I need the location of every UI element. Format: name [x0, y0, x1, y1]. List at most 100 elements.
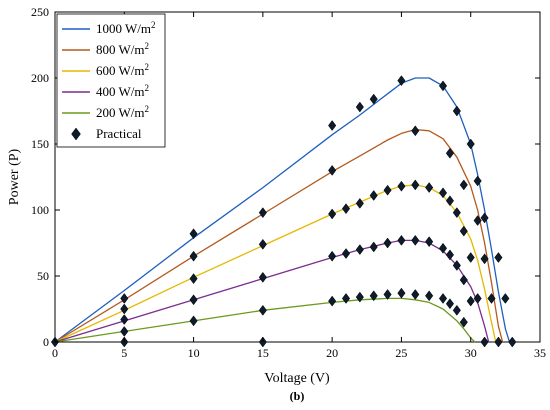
practical-point [411, 234, 420, 246]
x-tick-label: 30 [465, 346, 477, 360]
practical-point [459, 225, 468, 237]
practical-point [341, 203, 351, 215]
practical-point [258, 238, 267, 250]
practical-point [189, 250, 198, 262]
practical-point [397, 234, 406, 246]
practical-point [189, 315, 198, 327]
y-tick-label: 50 [37, 269, 49, 283]
practical-point [494, 252, 503, 263]
practical-point [355, 197, 364, 209]
practical-point [480, 253, 489, 265]
practical-point [383, 289, 392, 300]
legend-label-0: 1000 W/m2 [96, 20, 156, 36]
legend-label-3: 400 W/m2 [96, 83, 149, 99]
x-tick-label: 15 [257, 346, 269, 360]
legend-label-practical: Practical [96, 126, 142, 141]
practical-point [466, 295, 475, 307]
practical-point [452, 260, 461, 271]
legend-label-4: 200 W/m2 [96, 104, 149, 120]
practical-point [466, 252, 475, 263]
practical-point [494, 336, 503, 348]
practical-point [383, 184, 392, 196]
y-tick-label: 150 [31, 137, 49, 151]
practical-point [355, 101, 364, 113]
practical-point [459, 274, 468, 286]
practical-point [445, 147, 454, 159]
practical-point [459, 316, 468, 328]
practical-point [445, 298, 454, 310]
practical-point [425, 290, 434, 302]
practical-point [425, 182, 434, 193]
practical-point [355, 244, 364, 256]
legend-practical-marker [71, 127, 81, 141]
legend-items: 1000 W/m2 800 W/m2 600 W/m2 400 W/m2 200 W/m… [62, 20, 156, 141]
practical-point [459, 179, 468, 191]
practical-point [445, 249, 454, 261]
legend-box [56, 13, 166, 148]
legend: 1000 W/m2 800 W/m2 600 W/m2 400 W/m2 200 W/m… [56, 13, 166, 148]
practical-point [411, 179, 420, 191]
y-tick-label: 250 [31, 5, 49, 19]
practical-point [328, 164, 337, 176]
figure-caption: (b) [290, 389, 305, 403]
practical-point [397, 180, 406, 192]
practical-point [341, 248, 351, 259]
series-line-3 [54, 239, 490, 343]
practical-point [328, 120, 337, 131]
practical-point [445, 195, 454, 207]
practical-point [341, 293, 351, 304]
practical-point [369, 190, 378, 201]
practical-point [328, 250, 337, 262]
axis-ticks: 0 5 10 15 20 25 30 35 0 50 100 150 200 250 [31, 5, 546, 360]
x-tick-label: 20 [326, 346, 338, 360]
practical-point [452, 207, 461, 219]
practical-point [411, 289, 420, 300]
practical-point [480, 212, 489, 224]
practical-point [189, 273, 198, 285]
y-tick-label: 0 [43, 335, 49, 349]
x-axis-label: Voltage (V) [264, 371, 330, 386]
practical-point [397, 75, 406, 87]
practical-point [452, 304, 461, 316]
practical-point [425, 236, 434, 248]
practical-point [397, 287, 406, 299]
practical-point [369, 93, 378, 105]
practical-point [438, 187, 448, 199]
practical-point [120, 326, 129, 337]
x-tick-label: 5 [121, 346, 127, 360]
x-tick-label: 0 [52, 346, 58, 360]
series-line-0 [54, 77, 511, 343]
practical-point [480, 336, 489, 348]
x-tick-label: 10 [188, 346, 200, 360]
practical-point [189, 294, 198, 306]
practical-point [411, 125, 420, 137]
practical-point [355, 291, 364, 303]
practical-point [258, 207, 267, 219]
practical-point [473, 293, 482, 304]
practical-point [189, 228, 198, 240]
series-line-1 [54, 128, 504, 343]
legend-label-1: 800 W/m2 [96, 41, 149, 57]
practical-point [438, 242, 448, 254]
practical-point [120, 293, 129, 304]
practical-point [438, 293, 448, 304]
practical-point [452, 105, 461, 117]
practical-point [438, 80, 448, 92]
practical-point [473, 215, 482, 226]
x-tick-label: 25 [395, 346, 407, 360]
practical-point [466, 138, 475, 150]
practical-point [328, 295, 337, 307]
practical-point [501, 293, 510, 304]
practical-point [258, 271, 267, 283]
practical-markers [50, 75, 517, 348]
practical-point [328, 208, 337, 220]
practical-point [508, 336, 517, 348]
practical-point [473, 175, 482, 187]
practical-point [487, 293, 496, 304]
practical-point [369, 241, 378, 253]
practical-point [120, 314, 129, 325]
practical-point [383, 237, 392, 249]
x-tick-label: 35 [534, 346, 546, 360]
practical-point [258, 304, 267, 316]
